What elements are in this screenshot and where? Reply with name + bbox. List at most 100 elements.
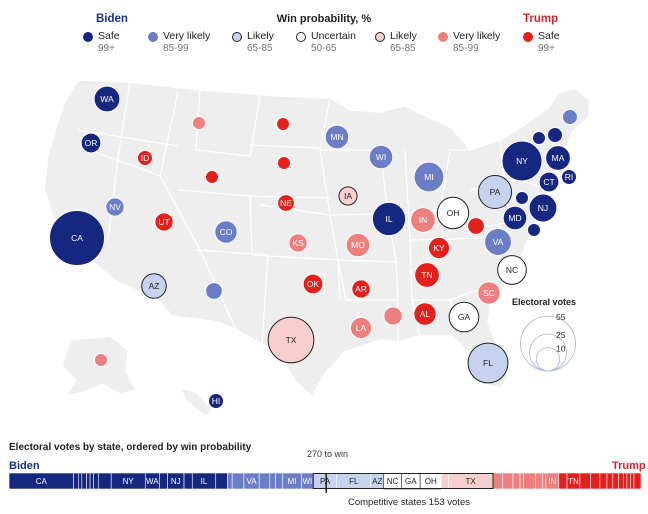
state-bubble-de[interactable] xyxy=(527,223,541,237)
state-wa[interactable]: WA xyxy=(93,85,121,113)
bar-segment[interactable] xyxy=(606,473,614,490)
state-bubble-nh[interactable] xyxy=(547,127,563,143)
state-bubble-md[interactable] xyxy=(502,205,528,231)
state-nh[interactable] xyxy=(547,127,563,143)
bar-segment[interactable] xyxy=(275,473,284,490)
state-bubble-ar[interactable] xyxy=(351,279,371,299)
bar-segment[interactable] xyxy=(440,473,449,490)
state-pa[interactable]: PA xyxy=(477,174,513,210)
bar-segment[interactable] xyxy=(159,473,168,490)
state-co[interactable]: CO xyxy=(214,220,238,244)
state-bubble-dc[interactable] xyxy=(515,191,529,205)
state-bubble-in[interactable] xyxy=(410,207,436,233)
bar-segment[interactable] xyxy=(626,473,631,490)
state-ny[interactable]: NY xyxy=(501,140,543,182)
bar-segment[interactable] xyxy=(89,473,94,490)
state-bubble-me[interactable] xyxy=(562,109,578,125)
state-mi[interactable]: MI xyxy=(413,161,445,193)
state-ia[interactable]: IA xyxy=(338,186,358,206)
state-nj[interactable]: NJ xyxy=(528,193,558,223)
state-bubble-sc[interactable] xyxy=(477,281,501,305)
state-bubble-ct[interactable] xyxy=(538,171,560,193)
state-bubble-nj[interactable] xyxy=(528,193,558,223)
state-bubble-ga[interactable] xyxy=(448,301,480,333)
state-bubble-ri[interactable] xyxy=(561,169,577,185)
state-bubble-pa[interactable] xyxy=(477,174,513,210)
state-bubble-wa[interactable] xyxy=(93,85,121,113)
state-bubble-wv[interactable] xyxy=(467,217,485,235)
bar-segment[interactable] xyxy=(612,473,619,490)
state-bubble-ny[interactable] xyxy=(501,140,543,182)
bar-segment[interactable] xyxy=(231,473,245,490)
state-ky[interactable]: KY xyxy=(428,237,450,259)
state-bubble-ia[interactable] xyxy=(338,186,358,206)
state-la[interactable]: LA xyxy=(350,317,372,339)
bar-segment[interactable] xyxy=(633,473,641,490)
state-mt[interactable] xyxy=(192,116,206,130)
state-ct[interactable]: CT xyxy=(538,171,560,193)
state-ne[interactable]: NE xyxy=(277,194,295,212)
bar-segment[interactable] xyxy=(502,473,514,490)
state-bubble-nd[interactable] xyxy=(276,117,290,131)
state-bubble-va[interactable] xyxy=(484,228,512,256)
state-wv[interactable] xyxy=(467,217,485,235)
state-bubble-co[interactable] xyxy=(214,220,238,244)
bar-segment[interactable] xyxy=(86,473,91,490)
state-sc[interactable]: SC xyxy=(477,281,501,305)
state-bubble-il[interactable] xyxy=(372,202,406,236)
bar-segment[interactable] xyxy=(81,473,87,490)
state-dc[interactable] xyxy=(515,191,529,205)
bar-segment[interactable] xyxy=(542,473,547,490)
state-bubble-ms[interactable] xyxy=(383,306,403,326)
state-bubble-oh[interactable] xyxy=(436,196,470,230)
state-va[interactable]: VA xyxy=(484,228,512,256)
state-bubble-wy[interactable] xyxy=(205,170,219,184)
bar-segment[interactable] xyxy=(227,473,233,490)
state-az[interactable]: AZ xyxy=(141,273,167,299)
state-ks[interactable]: KS xyxy=(288,233,308,253)
bar-segment[interactable] xyxy=(523,473,536,490)
state-bubble-fl[interactable] xyxy=(467,342,509,384)
state-bubble-la[interactable] xyxy=(350,317,372,339)
state-al[interactable]: AL xyxy=(413,302,437,326)
state-sd[interactable] xyxy=(277,156,291,170)
state-bubble-az[interactable] xyxy=(141,273,167,299)
state-bubble-id[interactable] xyxy=(137,150,153,166)
state-bubble-ma[interactable] xyxy=(545,145,571,171)
state-nv[interactable]: NV xyxy=(105,197,125,217)
state-nd[interactable] xyxy=(276,117,290,131)
state-il[interactable]: IL xyxy=(372,202,406,236)
state-bubble-ok[interactable] xyxy=(302,273,324,295)
state-bubble-tn[interactable] xyxy=(414,262,440,288)
bar-segment[interactable] xyxy=(534,473,543,490)
bar-segment[interactable] xyxy=(512,473,521,490)
state-bubble-nv[interactable] xyxy=(105,197,125,217)
state-in[interactable]: IN xyxy=(410,207,436,233)
state-nc[interactable]: NC xyxy=(497,255,527,285)
state-ok[interactable]: OK xyxy=(302,273,324,295)
state-mn[interactable]: MN xyxy=(324,124,350,150)
state-ri[interactable]: RI xyxy=(561,169,577,185)
state-bubble-ak[interactable] xyxy=(94,353,108,367)
state-me[interactable] xyxy=(562,109,578,125)
bar-segment[interactable] xyxy=(73,473,79,490)
state-id[interactable]: ID xyxy=(137,150,153,166)
state-ma[interactable]: MA xyxy=(545,145,571,171)
bar-segment[interactable] xyxy=(93,473,99,490)
state-hi[interactable]: HI xyxy=(208,393,224,409)
state-vt[interactable] xyxy=(532,131,546,145)
bar-segment[interactable] xyxy=(258,473,271,490)
state-ca[interactable]: CA xyxy=(49,210,105,266)
state-bubble-wi[interactable] xyxy=(368,144,394,170)
state-mo[interactable]: MO xyxy=(345,232,371,258)
state-de[interactable] xyxy=(527,223,541,237)
state-bubble-ky[interactable] xyxy=(428,237,450,259)
bar-segment[interactable] xyxy=(623,473,628,490)
state-tx[interactable]: TX xyxy=(267,316,315,364)
state-wy[interactable] xyxy=(205,170,219,184)
state-bubble-nm[interactable] xyxy=(205,282,223,300)
state-bubble-ca[interactable] xyxy=(49,210,105,266)
bar-segment[interactable] xyxy=(215,473,228,490)
bar-segment[interactable] xyxy=(269,473,276,490)
state-fl[interactable]: FL xyxy=(467,342,509,384)
